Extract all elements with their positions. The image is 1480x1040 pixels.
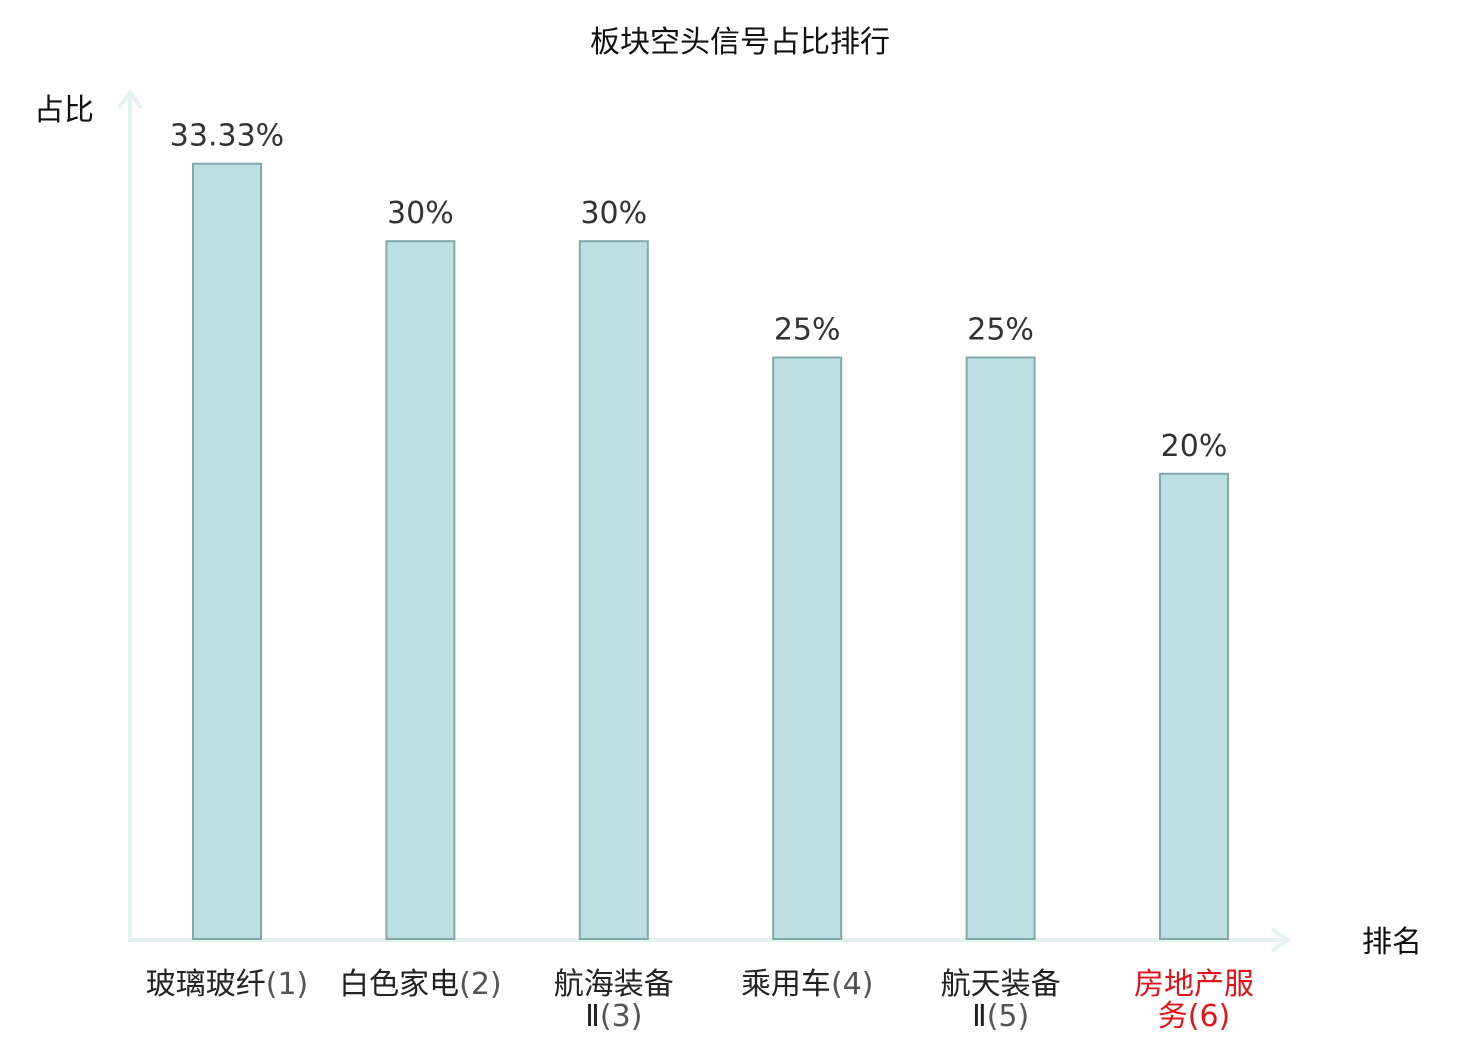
chart-title: 板块空头信号占比排行 (590, 25, 890, 60)
value-labels-group: 33.33% 30% 30% 25% 25% 20% (170, 119, 1228, 464)
category-label-line: 航海装备 (554, 967, 674, 1002)
bars-group (192, 162, 1229, 940)
x-axis (128, 927, 1292, 953)
category-label-1: 玻璃玻纤(1) (146, 967, 309, 1002)
y-axis-label: 占比 (34, 93, 94, 128)
category-rank: (2) (459, 967, 502, 1002)
category-label-line: 房地产服 (1134, 967, 1254, 1002)
value-label-1: 33.33% (170, 119, 284, 154)
category-label-line: 白色家电 (339, 967, 459, 1002)
category-label-6: 房地产服务(6) (1134, 967, 1254, 1034)
category-label-5: 航天装备 Ⅱ(5) (941, 967, 1061, 1034)
category-label-2: 白色家电(2) (339, 967, 502, 1002)
bar-4 (772, 356, 843, 940)
value-label-3: 30% (580, 196, 647, 231)
bar-1 (192, 162, 262, 940)
category-label-line: Ⅱ (972, 999, 987, 1034)
bar-3 (578, 240, 649, 940)
value-label-6: 20% (1161, 429, 1228, 464)
category-rank: (6) (1188, 999, 1231, 1034)
value-label-5: 25% (967, 313, 1034, 348)
bar-5 (965, 356, 1036, 940)
category-labels-group: 玻璃玻纤(1) 白色家电(2) 航海装备 Ⅱ(3)乘用车(4) 航天装备 Ⅱ(5)房地产服… (146, 967, 1254, 1034)
value-label-2: 30% (387, 196, 454, 231)
category-label-line: 玻璃玻纤 (146, 967, 266, 1002)
bar-2 (385, 240, 456, 940)
category-rank: (4) (831, 967, 874, 1002)
x-axis-label: 排名 (1362, 925, 1422, 960)
bar-6 (1159, 472, 1229, 940)
category-label-line: Ⅱ (585, 999, 600, 1034)
category-label-line: 务 (1158, 999, 1188, 1034)
category-label-line: 航天装备 (941, 967, 1061, 1002)
category-rank: (5) (987, 999, 1030, 1034)
category-rank: (3) (600, 999, 643, 1034)
category-label-4: 乘用车(4) (741, 967, 874, 1002)
y-axis (117, 88, 143, 940)
value-label-4: 25% (774, 313, 841, 348)
category-label-3: 航海装备 Ⅱ(3) (554, 967, 674, 1034)
category-rank: (1) (266, 967, 309, 1002)
category-label-line: 乘用车 (741, 967, 831, 1002)
